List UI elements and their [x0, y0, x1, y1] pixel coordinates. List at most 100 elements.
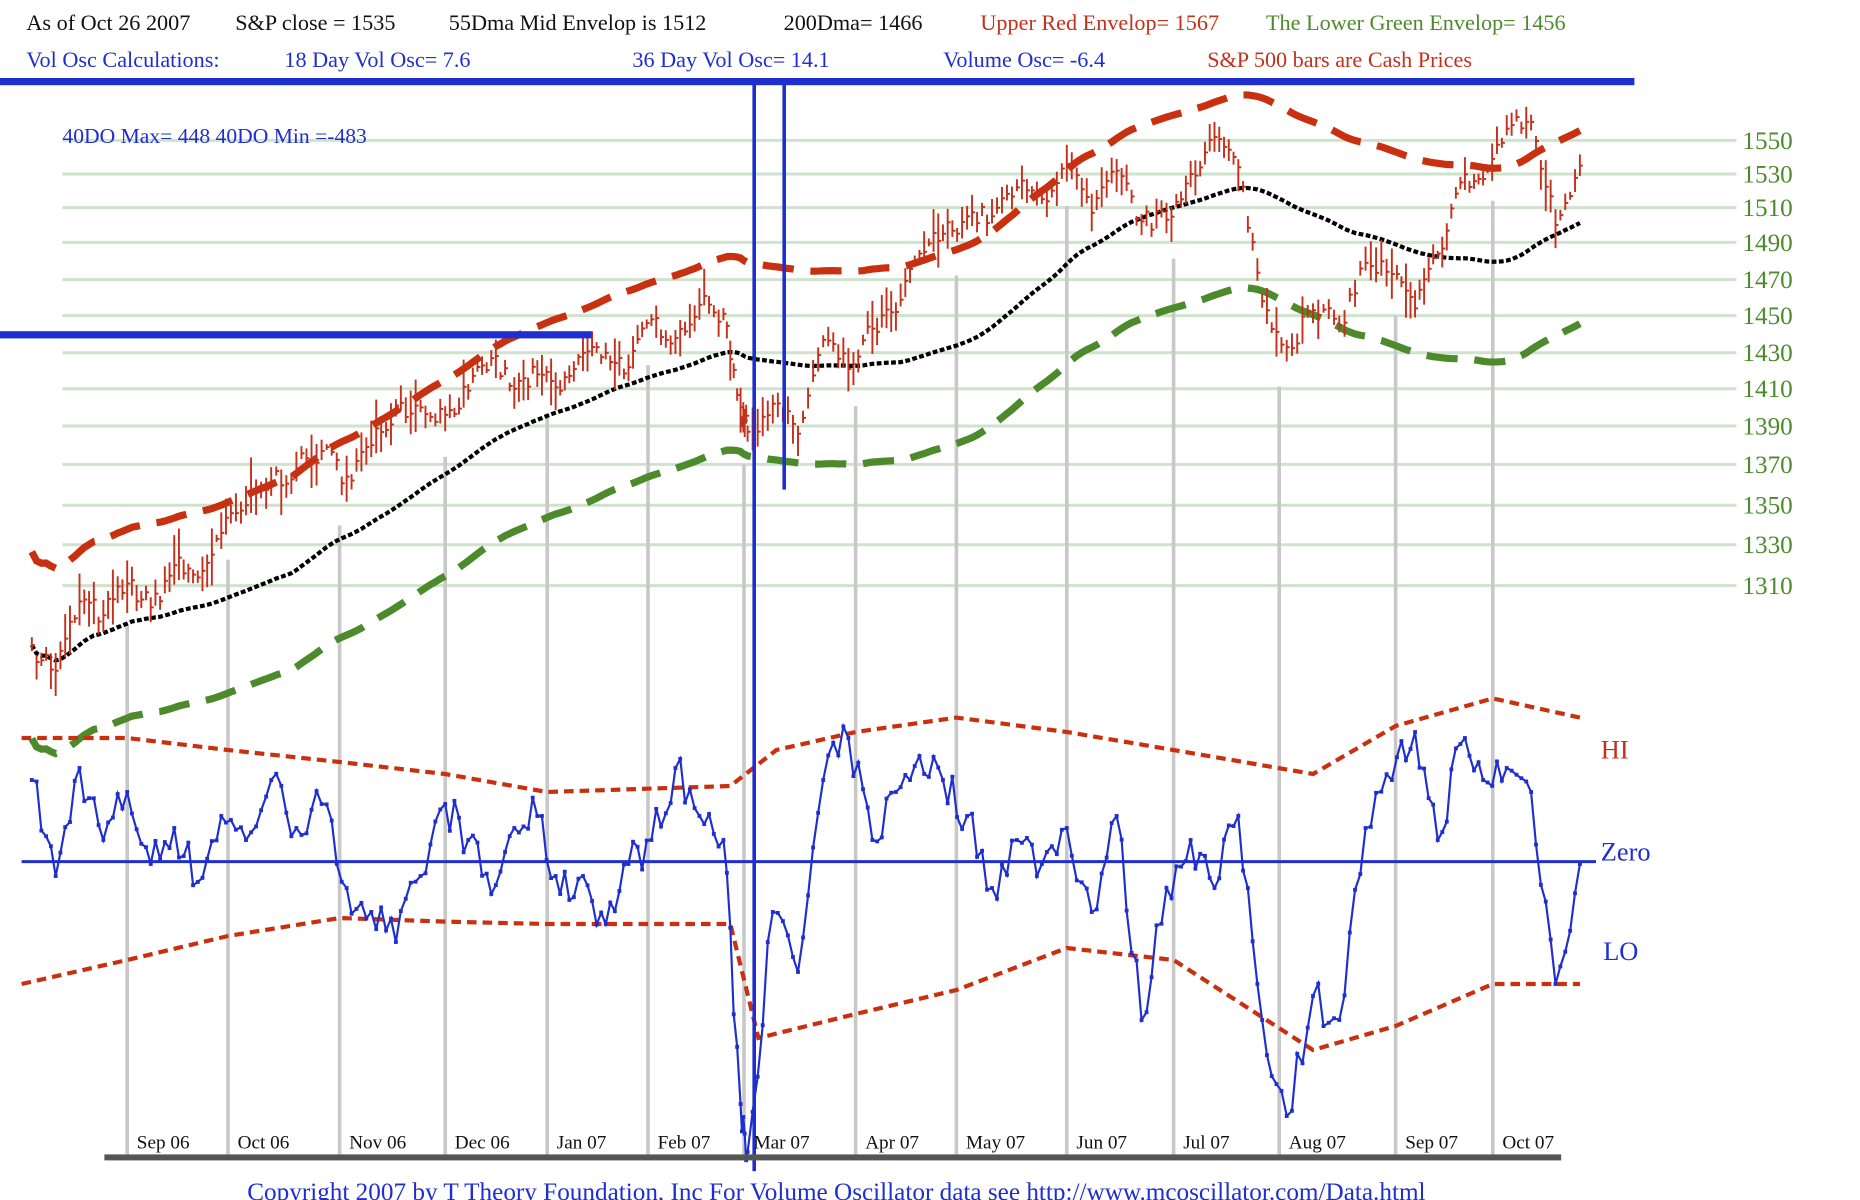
oscillator-point [702, 822, 707, 826]
oscillator-point [594, 922, 599, 927]
oscillator-point [1149, 975, 1154, 980]
lower-envelope-value: The Lower Green Envelop= 1456 [1266, 10, 1566, 35]
oscillator-point [1198, 851, 1203, 856]
oscillator-point [1284, 1114, 1289, 1118]
oscillator-point [912, 764, 917, 768]
oscillator-point [1074, 878, 1079, 883]
oscillator-point [87, 796, 91, 801]
oscillator-point [1024, 836, 1029, 840]
oscillator-point [394, 940, 398, 944]
oscillator-point [457, 815, 461, 820]
price-tick-label: 1450 [1742, 303, 1792, 330]
oscillator-point [1499, 778, 1504, 783]
oscillator-point [334, 861, 339, 866]
oscillator-point [775, 910, 780, 915]
oscillator-point [955, 815, 960, 819]
oscillator-point [191, 883, 195, 888]
oscillator-point [1119, 837, 1124, 842]
oscillator-point [1134, 958, 1139, 963]
oscillator-point [106, 820, 111, 825]
oscillator-point [269, 778, 274, 782]
oscillator-point [503, 850, 508, 854]
oscillator-point [389, 916, 393, 921]
oscillator-point [975, 854, 979, 859]
oscillator-point [765, 940, 770, 945]
oscillator-point [530, 795, 535, 800]
oscillator-point [1408, 747, 1413, 751]
oscillator-point [1094, 907, 1099, 912]
oscillator-point [1109, 821, 1114, 825]
oscillator-point [39, 828, 44, 833]
price-tick-label: 1410 [1742, 376, 1792, 403]
oscillator-point [1059, 827, 1064, 832]
oscillator-point [1203, 853, 1207, 858]
oscillator-point [1222, 837, 1226, 842]
oscillator-point [544, 857, 549, 862]
oscillator-point [786, 933, 790, 938]
oscillator-point [374, 927, 379, 932]
oscillator-point [115, 792, 120, 796]
oscillator-point [259, 808, 264, 813]
oscillator-point [995, 896, 999, 901]
oscillator-point [72, 778, 77, 783]
oscillator-point [1236, 814, 1241, 818]
osc36-value: 36 Day Vol Osc= 14.1 [632, 47, 829, 72]
oscillator-point [1193, 866, 1198, 871]
oscillator-point [493, 883, 498, 887]
oscillator-point [1179, 864, 1184, 869]
oscillator-point [244, 838, 248, 842]
oscillator-point [447, 828, 452, 833]
oscillator-point [540, 814, 544, 818]
oscillator-point [1524, 779, 1529, 784]
oscillator-point [521, 824, 526, 829]
mid-55dma-line [29, 185, 1581, 663]
oscillator-point [728, 925, 733, 930]
oscillator-point [1534, 842, 1538, 847]
oscillator-point [264, 794, 269, 799]
oscillator-point [990, 886, 994, 890]
oscillator-point [339, 879, 344, 884]
price-tick-label: 1330 [1742, 532, 1792, 559]
oscillator-point [826, 753, 831, 758]
oscillator-point [673, 766, 678, 770]
oscillator-point [1463, 736, 1467, 740]
oscillator-point [384, 928, 388, 933]
oscillator-point [224, 820, 228, 825]
oscillator-point [1444, 819, 1449, 824]
oscillator-point [724, 870, 729, 875]
oscillator-point [668, 801, 673, 805]
oscillator-point [120, 806, 125, 811]
oscillator-point [101, 838, 106, 842]
oscillator-point [1029, 842, 1034, 847]
oscillator-point [903, 773, 908, 777]
oscillator-point [195, 880, 200, 884]
oscillator-point [760, 1023, 765, 1028]
month-label: Jan 07 [557, 1132, 607, 1153]
vol-osc-title: Vol Osc Calculations: [26, 47, 219, 72]
oscillator-point [1394, 755, 1399, 760]
oscillator-point [875, 839, 880, 844]
oscillator-point [640, 867, 645, 872]
oscillator-point [742, 1131, 747, 1136]
oscillator-point [1154, 923, 1159, 928]
oscillator-point [475, 840, 480, 845]
oscillator-point [856, 760, 861, 765]
oscillator-point [945, 801, 950, 806]
oscillator-point [865, 805, 870, 810]
oscillator-point [254, 824, 258, 829]
oscillator-point [851, 774, 856, 778]
volume-osc-value: Volume Osc= -6.4 [943, 47, 1105, 72]
month-label: Jun 07 [1076, 1132, 1127, 1153]
month-label: Mar 07 [754, 1132, 810, 1153]
oscillator-point [581, 874, 585, 878]
oscillator-point [1174, 864, 1179, 869]
oscillator-point [516, 830, 521, 835]
oscillator-point [1404, 758, 1408, 763]
oscillator-point [1159, 921, 1164, 926]
oscillator-point [443, 802, 448, 806]
price-tick-label: 1490 [1742, 230, 1792, 257]
oscillator-point [1332, 1016, 1336, 1021]
oscillator-point [936, 765, 941, 770]
oscillator-point [274, 771, 279, 776]
oscillator-point [644, 838, 649, 843]
